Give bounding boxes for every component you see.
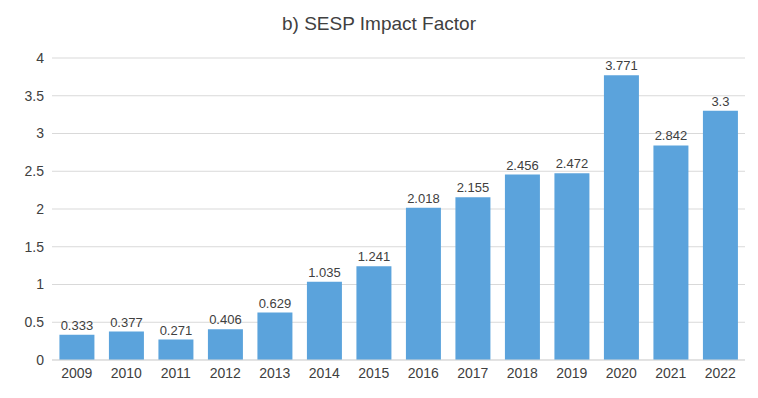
svg-text:0.377: 0.377 xyxy=(110,315,143,330)
svg-text:2.018: 2.018 xyxy=(407,191,440,206)
svg-text:3.3: 3.3 xyxy=(711,94,729,109)
svg-text:0: 0 xyxy=(36,352,44,368)
svg-text:2.842: 2.842 xyxy=(655,128,688,143)
svg-text:2: 2 xyxy=(36,201,44,217)
svg-text:3.771: 3.771 xyxy=(605,58,638,73)
svg-text:2019: 2019 xyxy=(556,365,587,381)
svg-text:0.406: 0.406 xyxy=(209,312,242,327)
svg-text:2018: 2018 xyxy=(507,365,538,381)
svg-text:2.456: 2.456 xyxy=(506,158,539,173)
html-text:b) SESP Impact Factor: b) SESP Impact Factor xyxy=(282,13,476,34)
svg-text:2015: 2015 xyxy=(358,365,389,381)
svg-text:1: 1 xyxy=(36,276,44,292)
svg-text:3: 3 xyxy=(36,125,44,141)
svg-text:2017: 2017 xyxy=(457,365,488,381)
svg-text:1.241: 1.241 xyxy=(358,249,391,264)
svg-text:2022: 2022 xyxy=(705,365,736,381)
svg-text:2021: 2021 xyxy=(655,365,686,381)
svg-text:2013: 2013 xyxy=(259,365,290,381)
svg-text:2.472: 2.472 xyxy=(556,156,589,171)
svg-text:2014: 2014 xyxy=(309,365,340,381)
svg-text:0.333: 0.333 xyxy=(61,318,94,333)
svg-text:1.5: 1.5 xyxy=(25,239,45,255)
svg-text:2009: 2009 xyxy=(61,365,92,381)
svg-text:0.271: 0.271 xyxy=(160,323,193,338)
svg-text:3.5: 3.5 xyxy=(25,88,45,104)
svg-text:2.5: 2.5 xyxy=(25,163,45,179)
svg-text:2011: 2011 xyxy=(161,365,191,381)
svg-text:0.629: 0.629 xyxy=(259,296,292,311)
svg-text:2.155: 2.155 xyxy=(457,180,490,195)
svg-text:1.035: 1.035 xyxy=(308,265,341,280)
svg-text:2020: 2020 xyxy=(606,365,637,381)
svg-text:2010: 2010 xyxy=(111,365,142,381)
svg-text:0.5: 0.5 xyxy=(25,314,45,330)
svg-text:2012: 2012 xyxy=(210,365,241,381)
svg-text:2016: 2016 xyxy=(408,365,439,381)
svg-text:4: 4 xyxy=(36,50,44,66)
